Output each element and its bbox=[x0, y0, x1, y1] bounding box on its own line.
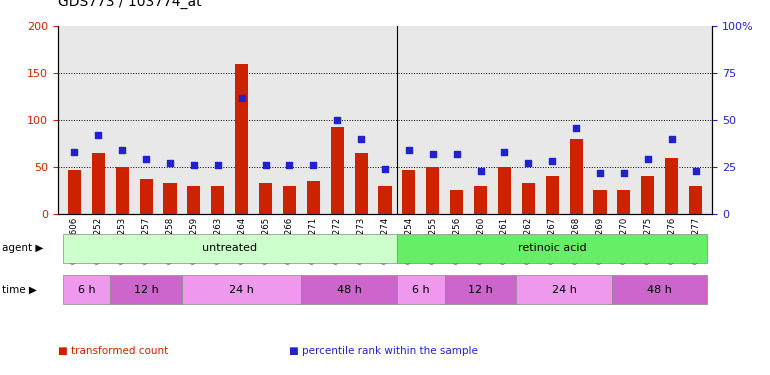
Bar bbox=[306, 181, 320, 214]
Text: untreated: untreated bbox=[203, 243, 257, 254]
Point bbox=[379, 166, 391, 172]
Point bbox=[92, 132, 105, 138]
Bar bbox=[301, 275, 397, 304]
Point bbox=[403, 147, 415, 153]
Bar bbox=[618, 190, 631, 214]
Bar bbox=[546, 176, 559, 214]
Bar bbox=[594, 190, 607, 214]
Bar bbox=[445, 275, 517, 304]
Point bbox=[69, 149, 81, 155]
Bar bbox=[402, 170, 416, 214]
Bar bbox=[163, 183, 176, 214]
Text: 12 h: 12 h bbox=[134, 285, 159, 295]
Text: 6 h: 6 h bbox=[412, 285, 430, 295]
Point bbox=[188, 162, 200, 168]
Text: 6 h: 6 h bbox=[78, 285, 95, 295]
Point bbox=[331, 117, 343, 123]
Text: ■ percentile rank within the sample: ■ percentile rank within the sample bbox=[289, 346, 477, 355]
Bar bbox=[187, 186, 200, 214]
Bar bbox=[427, 167, 440, 214]
Point bbox=[594, 170, 606, 176]
Point bbox=[546, 158, 558, 164]
Point bbox=[665, 136, 678, 142]
Point bbox=[355, 136, 367, 142]
Bar bbox=[62, 275, 110, 304]
Bar bbox=[665, 158, 678, 214]
Bar bbox=[354, 153, 368, 214]
Bar bbox=[68, 170, 81, 214]
Text: retinoic acid: retinoic acid bbox=[518, 243, 587, 254]
Point bbox=[570, 124, 582, 130]
Point bbox=[283, 162, 296, 168]
Point bbox=[474, 168, 487, 174]
Point bbox=[427, 151, 439, 157]
Bar bbox=[397, 275, 445, 304]
Bar bbox=[116, 167, 129, 214]
Bar bbox=[474, 186, 487, 214]
Bar bbox=[570, 139, 583, 214]
Bar bbox=[139, 179, 152, 214]
Bar bbox=[498, 167, 511, 214]
Point bbox=[498, 149, 511, 155]
Point bbox=[140, 156, 152, 162]
Text: 12 h: 12 h bbox=[468, 285, 493, 295]
Bar bbox=[92, 153, 105, 214]
Bar bbox=[330, 127, 343, 214]
Point bbox=[618, 170, 630, 176]
Text: GDS773 / 103774_at: GDS773 / 103774_at bbox=[58, 0, 202, 9]
Bar bbox=[378, 186, 392, 214]
Bar bbox=[641, 176, 654, 214]
Text: 24 h: 24 h bbox=[229, 285, 254, 295]
Point bbox=[641, 156, 654, 162]
Point bbox=[259, 162, 272, 168]
Bar bbox=[235, 64, 248, 214]
Bar bbox=[517, 275, 612, 304]
Bar bbox=[211, 186, 224, 214]
Bar bbox=[397, 234, 708, 263]
Text: 48 h: 48 h bbox=[336, 285, 362, 295]
Bar bbox=[110, 275, 182, 304]
Bar bbox=[612, 275, 708, 304]
Point bbox=[689, 168, 701, 174]
Bar bbox=[259, 183, 272, 214]
Text: ■ transformed count: ■ transformed count bbox=[58, 346, 168, 355]
Bar bbox=[689, 186, 702, 214]
Point bbox=[236, 94, 248, 100]
Point bbox=[450, 151, 463, 157]
Bar bbox=[283, 186, 296, 214]
Text: agent ▶: agent ▶ bbox=[2, 243, 43, 254]
Point bbox=[164, 160, 176, 166]
Text: time ▶: time ▶ bbox=[2, 285, 36, 295]
Text: 24 h: 24 h bbox=[552, 285, 577, 295]
Bar bbox=[182, 275, 301, 304]
Point bbox=[307, 162, 320, 168]
Text: 48 h: 48 h bbox=[648, 285, 672, 295]
Bar bbox=[522, 183, 535, 214]
Point bbox=[212, 162, 224, 168]
Point bbox=[522, 160, 534, 166]
Point bbox=[116, 147, 129, 153]
Bar bbox=[62, 234, 397, 263]
Bar bbox=[450, 190, 464, 214]
